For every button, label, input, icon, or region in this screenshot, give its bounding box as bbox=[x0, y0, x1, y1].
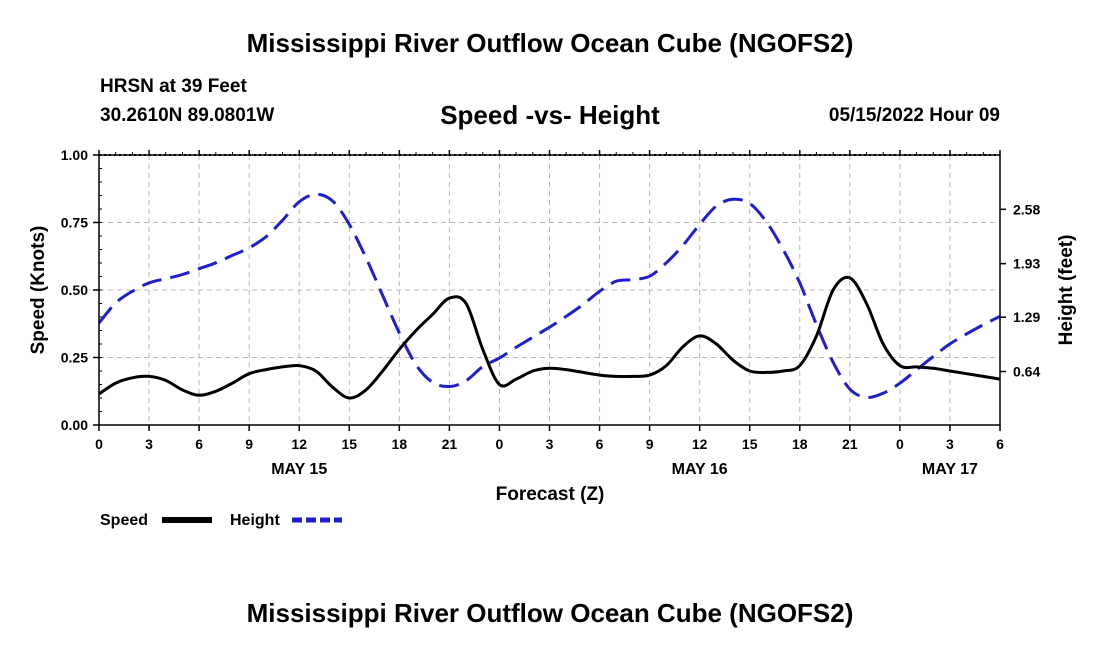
forecast-datetime: 05/15/2022 Hour 09 bbox=[828, 105, 1000, 126]
y-tick-label: 0.25 bbox=[61, 350, 88, 366]
y2-tick-label: 1.29 bbox=[1013, 309, 1040, 325]
chart-subtitle: Speed -vs- Height bbox=[440, 100, 660, 130]
footer-title: Mississippi River Outflow Ocean Cube (NG… bbox=[246, 598, 854, 628]
x-tick-label: 18 bbox=[392, 436, 408, 452]
y-tick-label: 0.00 bbox=[61, 417, 88, 433]
date-label: MAY 16 bbox=[672, 461, 728, 478]
x-tick-label: 12 bbox=[692, 436, 708, 452]
station-label: HRSN at 39 Feet bbox=[100, 76, 247, 97]
x-tick-label: 15 bbox=[341, 436, 357, 452]
x-tick-label: 0 bbox=[95, 436, 103, 452]
x-tick-label: 6 bbox=[996, 436, 1004, 452]
x-tick-label: 0 bbox=[896, 436, 904, 452]
y2-tick-label: 0.64 bbox=[1013, 364, 1040, 380]
legend: Speed Height bbox=[100, 512, 342, 529]
x-tick-label: 12 bbox=[291, 436, 307, 452]
x-tick-label: 3 bbox=[946, 436, 954, 452]
series-line-speed bbox=[98, 275, 1001, 400]
series-line-height bbox=[97, 192, 1001, 400]
y2-tick-label: 1.93 bbox=[1013, 256, 1040, 272]
x-tick-label: 18 bbox=[792, 436, 808, 452]
x-tick-label: 9 bbox=[646, 436, 654, 452]
y-tick-label: 1.00 bbox=[61, 147, 88, 163]
x-tick-label: 0 bbox=[496, 436, 504, 452]
y-tick-label: 0.75 bbox=[61, 215, 88, 231]
x-tick-label: 6 bbox=[195, 436, 203, 452]
date-label: MAY 17 bbox=[922, 461, 978, 478]
y-axis-label: Speed (Knots) bbox=[28, 226, 49, 355]
x-axis-label: Forecast (Z) bbox=[496, 484, 605, 505]
x-tick-label: 3 bbox=[145, 436, 153, 452]
legend-label-speed: Speed bbox=[100, 512, 148, 529]
legend-label-height: Height bbox=[230, 512, 280, 529]
x-tick-label: 21 bbox=[842, 436, 858, 452]
x-tick-label: 15 bbox=[742, 436, 758, 452]
chart-main-title: Mississippi River Outflow Ocean Cube (NG… bbox=[246, 28, 854, 58]
station-coordinates: 30.2610N 89.0801W bbox=[100, 105, 275, 126]
y2-tick-label: 2.58 bbox=[1013, 201, 1040, 217]
y2-axis-label: Height (feet) bbox=[1056, 235, 1077, 346]
x-tick-label: 9 bbox=[245, 436, 253, 452]
y-tick-label: 0.50 bbox=[61, 282, 88, 298]
x-tick-label: 3 bbox=[546, 436, 554, 452]
x-tick-label: 21 bbox=[442, 436, 458, 452]
x-tick-label: 6 bbox=[596, 436, 604, 452]
date-label: MAY 15 bbox=[271, 461, 327, 478]
